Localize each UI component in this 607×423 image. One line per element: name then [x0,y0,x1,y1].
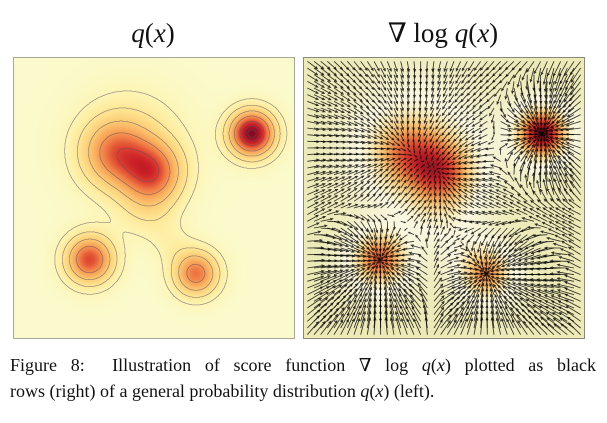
left-plot-title: q(x) [131,18,175,48]
score-quiver-plot [303,57,585,339]
density-contour-plot [13,57,295,339]
right-plot-title: ∇ log q(x) [387,18,499,48]
caption-line-1: Figure 8: Illustration of score function… [10,355,596,375]
figure-caption: Figure 8: Illustration of score function… [10,352,596,404]
caption-line-2: rows (right) of a general probability di… [10,381,435,401]
